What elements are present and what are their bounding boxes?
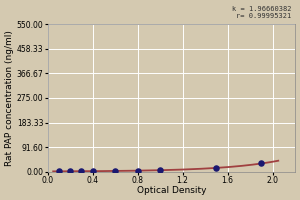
Point: [158, 169, 163, 172]
Point: [214, 166, 219, 170]
Text: k = 1.96660382
r= 0.99995321: k = 1.96660382 r= 0.99995321: [232, 6, 291, 19]
Y-axis label: Rat PAP concentration (ng/ml): Rat PAP concentration (ng/ml): [5, 30, 14, 166]
Point: [68, 170, 73, 173]
Point: [259, 162, 264, 165]
Point: [113, 169, 118, 173]
Point: [135, 169, 140, 172]
X-axis label: Optical Density: Optical Density: [136, 186, 206, 195]
Point: [79, 170, 84, 173]
Point: [90, 170, 95, 173]
Point: [56, 170, 61, 173]
